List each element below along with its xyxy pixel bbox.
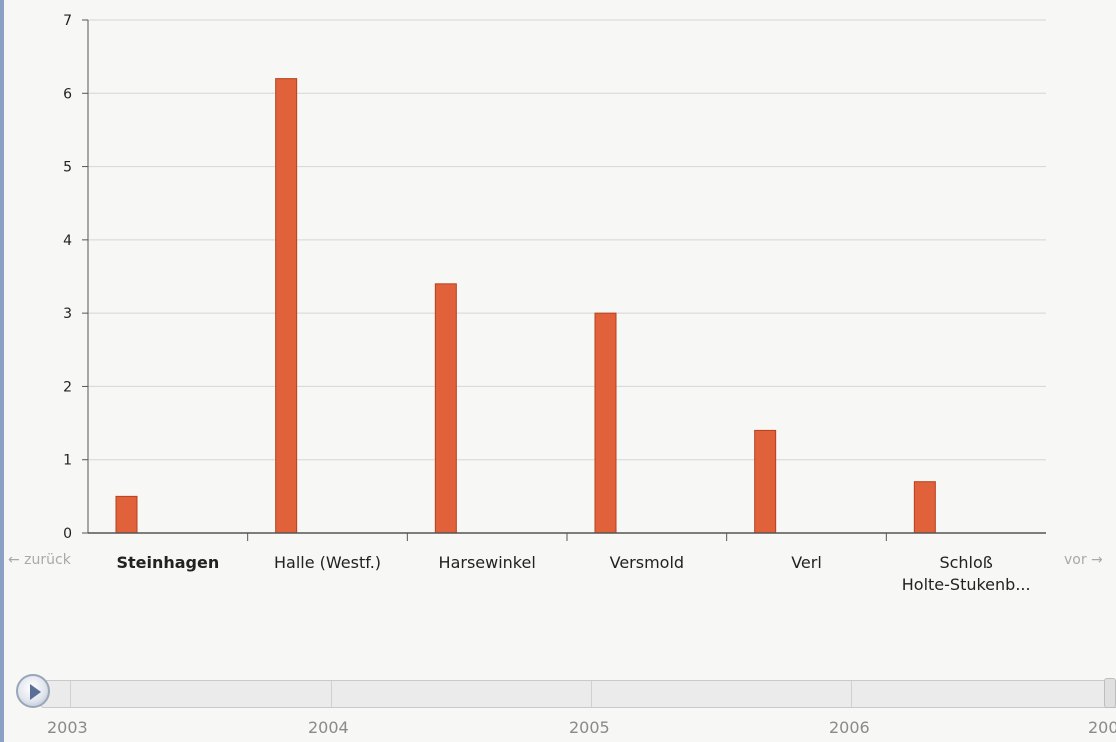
y-tick-label: 7: [63, 13, 72, 29]
bar-chart: 0 1 2 3 4 5 6 7 Steinhagen Halle (Westf.) Harsewin…: [63, 13, 1046, 594]
labels: 0 1 2 3 4 5 6 7 Steinhagen Halle (Westf.) Harsewin…: [63, 13, 1031, 594]
play-button[interactable]: [16, 674, 50, 708]
timeline-end-handle[interactable]: [1104, 678, 1116, 708]
timeline-year-label: 2005: [569, 718, 610, 737]
bar[interactable]: [913, 481, 936, 534]
timeline-tick: [331, 681, 332, 707]
x-category-label[interactable]: Schloß: [939, 553, 992, 572]
prev-nav-button[interactable]: ← zurück: [8, 552, 71, 568]
x-category-label[interactable]: Halle (Westf.): [274, 553, 381, 572]
timeline-track[interactable]: [40, 680, 1116, 708]
x-category-label[interactable]: Steinhagen: [116, 553, 219, 572]
timeline-year-label: 2006: [829, 718, 870, 737]
x-category-label[interactable]: Verl: [791, 553, 822, 572]
axes: [82, 19, 1046, 541]
bar[interactable]: [275, 78, 298, 534]
play-icon: [30, 684, 41, 700]
y-tick-label: 3: [63, 306, 72, 322]
y-tick-label: 1: [63, 453, 72, 469]
bar[interactable]: [594, 312, 617, 534]
timeline-year-label: 2004: [308, 718, 349, 737]
next-nav-button[interactable]: vor →: [1064, 552, 1103, 568]
timeline-tick: [70, 681, 71, 707]
y-tick-label: 5: [63, 160, 72, 176]
y-tick-label: 6: [63, 86, 72, 102]
x-category-label[interactable]: Versmold: [610, 553, 684, 572]
bar[interactable]: [754, 429, 777, 534]
x-category-label[interactable]: Harsewinkel: [439, 553, 536, 572]
gridlines: [88, 19, 1046, 461]
bar[interactable]: [434, 283, 457, 534]
bar[interactable]: [115, 495, 138, 534]
timeline-tick: [851, 681, 852, 707]
y-tick-label: 0: [63, 526, 72, 542]
y-tick-label: 4: [63, 233, 72, 249]
bars: [115, 78, 936, 534]
timeline-year-label: 200: [1088, 718, 1116, 737]
timeline-tick: [591, 681, 592, 707]
x-category-label[interactable]: Holte-Stukenb...: [902, 575, 1031, 594]
timeline-year-label: 2003: [47, 718, 88, 737]
y-tick-label: 2: [63, 379, 72, 395]
window-edge: [0, 0, 4, 742]
